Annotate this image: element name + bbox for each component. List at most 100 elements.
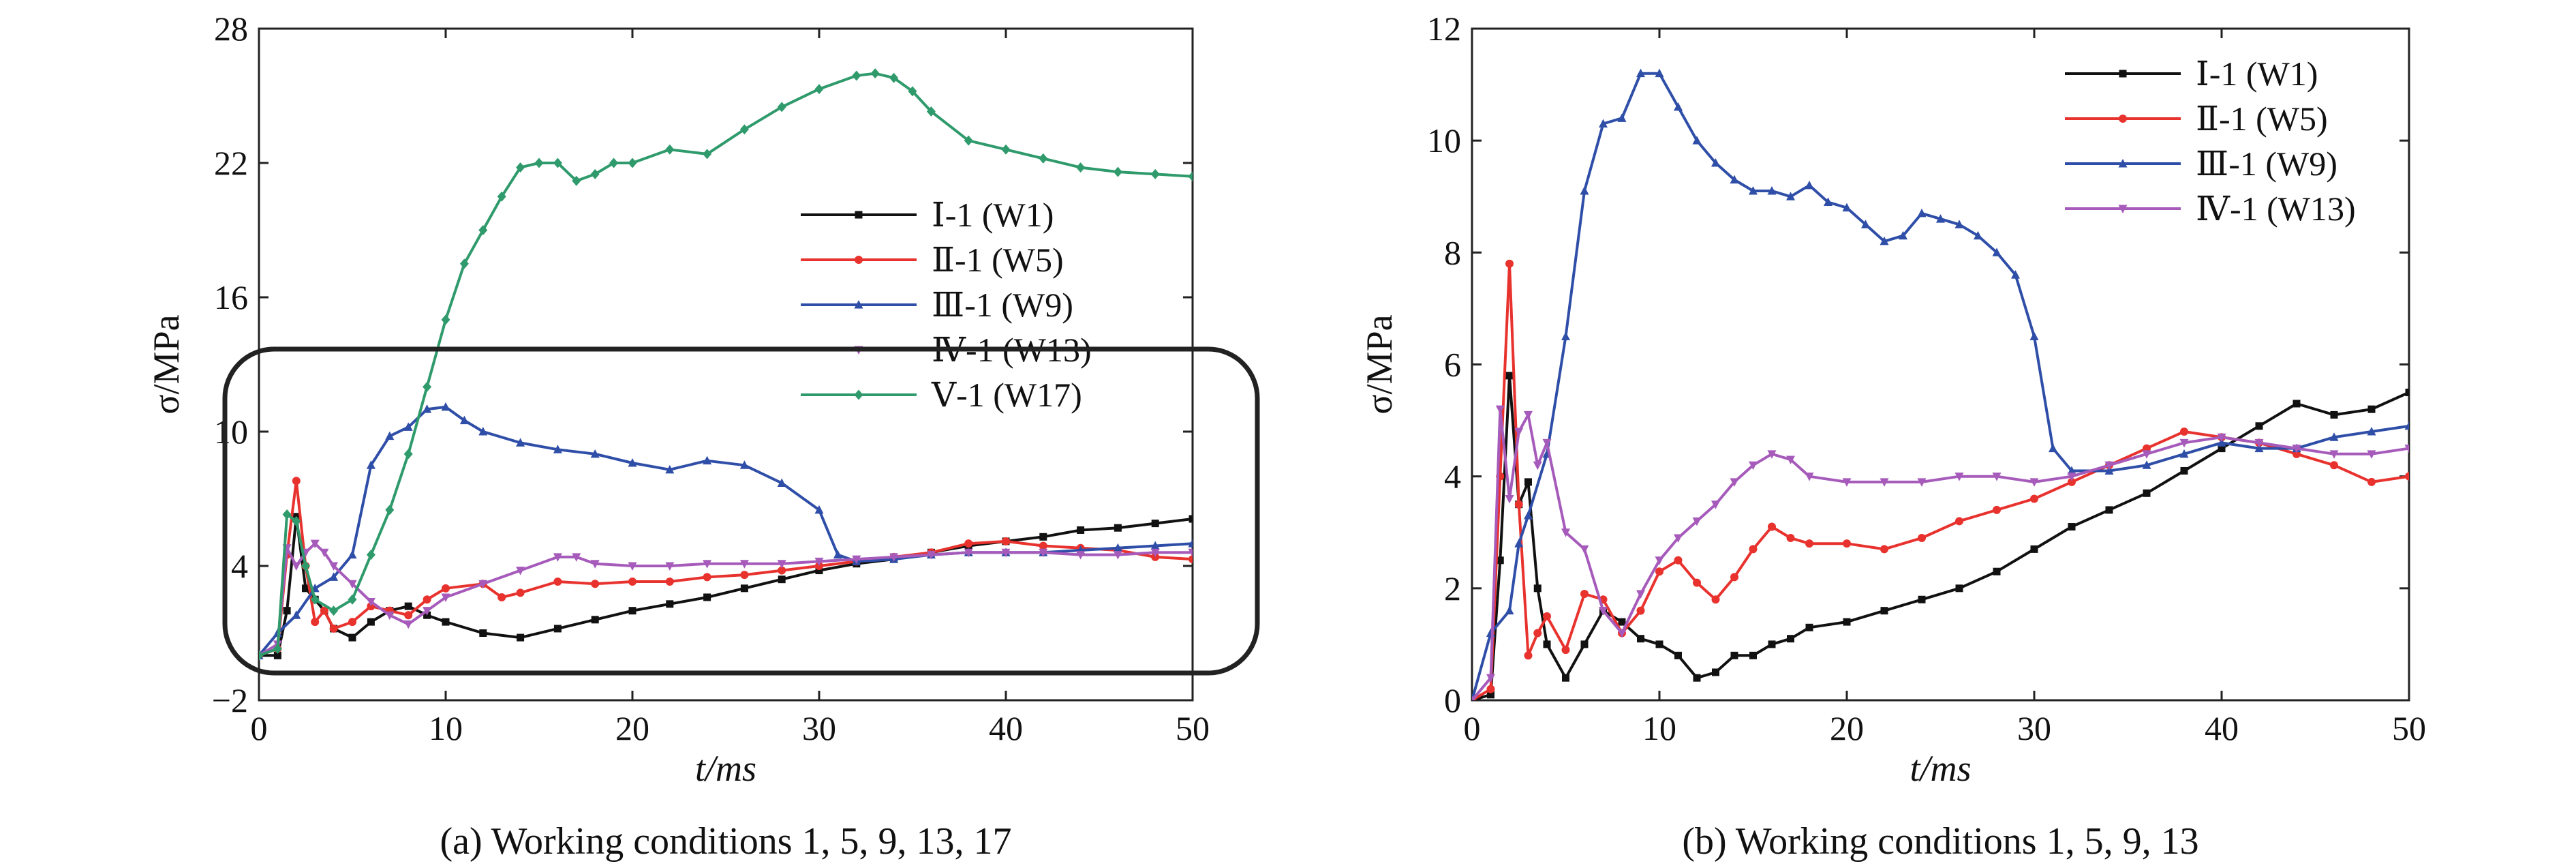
data-point xyxy=(1711,158,1720,167)
series-line-3 xyxy=(259,539,1193,661)
data-point xyxy=(442,618,450,626)
series-path xyxy=(259,72,1193,657)
y-tick-label: 8 xyxy=(1444,233,1461,271)
data-point xyxy=(926,551,936,560)
data-point xyxy=(1514,500,1523,509)
data-point xyxy=(1974,230,1982,240)
plot-frame xyxy=(258,27,1194,702)
data-point xyxy=(1472,696,1477,700)
data-point xyxy=(348,633,356,642)
data-point xyxy=(1486,674,1495,683)
data-point xyxy=(1730,175,1739,184)
data-point xyxy=(572,553,581,562)
data-point xyxy=(423,381,432,392)
data-point xyxy=(2068,523,2076,531)
data-point xyxy=(1692,136,1702,145)
data-point xyxy=(478,225,488,235)
data-point xyxy=(2142,450,2151,459)
data-point xyxy=(572,175,581,186)
data-point xyxy=(2330,410,2338,419)
data-point xyxy=(778,575,786,584)
y-tick-label: 12 xyxy=(1427,10,1461,48)
data-point xyxy=(1861,220,1870,228)
data-point xyxy=(1636,68,1645,78)
data-point xyxy=(2030,494,2038,503)
data-point xyxy=(703,560,712,569)
data-point xyxy=(1992,248,2002,256)
x-tick-label: 20 xyxy=(615,709,649,747)
data-point xyxy=(1533,461,1542,470)
data-point xyxy=(1674,534,1683,543)
data-point xyxy=(423,607,432,616)
series-line-2 xyxy=(259,402,1193,659)
legend-marker xyxy=(854,300,863,309)
data-point xyxy=(1674,556,1683,565)
data-point xyxy=(1805,180,1814,190)
data-point xyxy=(1599,119,1608,128)
data-point xyxy=(1150,541,1160,550)
data-point xyxy=(2404,445,2409,453)
data-point xyxy=(404,611,413,620)
data-point xyxy=(2011,270,2020,279)
data-point xyxy=(1077,526,1085,534)
data-point xyxy=(2254,443,2264,453)
data-point xyxy=(2292,445,2301,453)
data-point xyxy=(1749,651,1757,659)
data-point xyxy=(1767,186,1777,195)
series-path xyxy=(259,542,1193,657)
data-point xyxy=(2067,466,2076,475)
data-point xyxy=(282,509,292,520)
data-point xyxy=(553,445,562,453)
data-point xyxy=(348,594,357,605)
data-point xyxy=(889,72,899,83)
series-line-0 xyxy=(1472,372,2409,700)
data-point xyxy=(1580,186,1589,195)
data-point xyxy=(665,562,675,571)
data-point xyxy=(1543,640,1551,648)
legend-marker xyxy=(2119,70,2127,78)
data-point xyxy=(311,618,320,627)
data-point xyxy=(1954,220,1964,228)
data-point xyxy=(553,577,562,586)
data-point xyxy=(740,571,749,580)
data-point xyxy=(1505,372,1514,380)
data-point xyxy=(1692,517,1702,526)
data-point xyxy=(590,449,600,458)
data-point xyxy=(814,84,824,95)
data-point xyxy=(273,651,281,659)
data-point xyxy=(1917,478,1927,487)
data-point xyxy=(1495,405,1505,415)
data-point xyxy=(553,553,562,562)
data-point xyxy=(478,427,488,436)
series-line-1 xyxy=(1472,259,2409,700)
data-point xyxy=(1113,166,1122,177)
data-point xyxy=(403,422,413,431)
data-point xyxy=(2068,477,2076,486)
x-tick-label: 0 xyxy=(1464,709,1481,747)
data-point xyxy=(2104,461,2114,470)
data-point xyxy=(1002,537,1010,545)
data-point xyxy=(1188,548,1193,558)
y-tick-label: 28 xyxy=(214,10,248,48)
data-point xyxy=(441,593,450,602)
data-point xyxy=(1936,214,1945,223)
data-point xyxy=(703,573,711,582)
data-point xyxy=(1001,144,1011,155)
x-tick-label: 30 xyxy=(2017,709,2051,747)
data-point xyxy=(301,560,310,571)
data-point xyxy=(2367,405,2376,413)
data-point xyxy=(1561,646,1570,655)
data-point xyxy=(1617,629,1627,638)
data-point xyxy=(1113,543,1122,552)
data-point xyxy=(441,402,450,411)
data-point xyxy=(1824,197,1833,206)
data-point xyxy=(2254,438,2264,448)
data-point xyxy=(1787,635,1794,643)
y-tick-label: 4 xyxy=(231,547,248,585)
data-point xyxy=(1562,674,1569,682)
data-point xyxy=(2179,438,2189,448)
data-point xyxy=(2367,477,2376,486)
data-point xyxy=(553,625,562,633)
data-point xyxy=(1524,410,1533,420)
data-point xyxy=(497,191,506,202)
